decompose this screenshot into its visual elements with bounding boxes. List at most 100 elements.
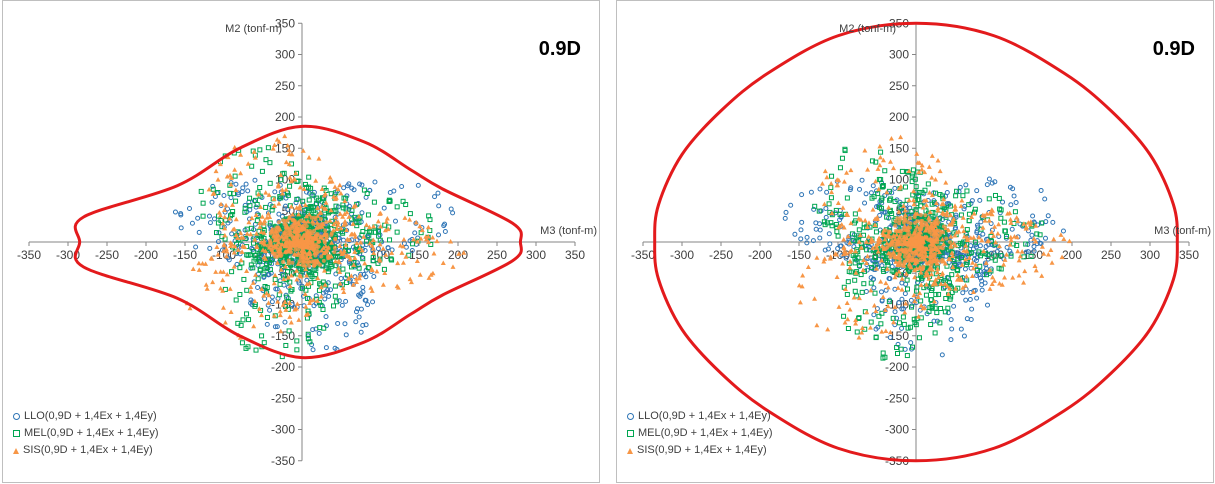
data-point [222,225,228,231]
data-point [972,206,978,212]
data-point [346,203,352,209]
data-point [276,220,281,225]
data-point [869,265,875,271]
data-point [903,281,909,287]
data-point [878,321,884,327]
data-point [228,195,234,201]
data-point [272,324,278,330]
data-point [1014,215,1020,220]
data-point [868,319,874,325]
data-point [232,144,238,150]
data-point [929,247,934,252]
data-point [407,217,413,222]
data-point [372,179,378,185]
data-point [858,245,864,250]
data-point [902,216,907,221]
data-point [1002,228,1008,234]
data-point [951,303,957,309]
data-point [415,182,421,188]
series-triangle-points [184,133,467,340]
data-point [924,226,929,231]
data-point [263,190,269,195]
data-point [368,229,374,235]
data-point [989,211,995,217]
data-point [233,216,239,222]
data-point [380,246,386,251]
data-point [859,325,865,331]
data-point [993,253,999,259]
data-point [979,287,985,293]
data-point [845,233,851,239]
data-point [352,255,358,260]
data-point [945,251,950,256]
data-point [300,213,305,218]
data-point [350,282,356,287]
data-point [377,241,383,247]
data-point [233,198,239,204]
data-point [1039,244,1045,249]
data-point [232,167,238,172]
data-point [334,226,340,231]
data-point [901,248,906,253]
data-point [288,288,294,294]
x-tick-label: -250 [95,248,119,262]
data-point [877,162,883,168]
data-point [244,268,250,274]
data-point [338,275,344,281]
data-point [921,237,926,242]
data-point [1016,273,1022,278]
data-point [381,205,387,211]
data-point [285,143,291,148]
y-tick-label: -300 [885,423,909,437]
data-point [947,285,953,291]
data-point [814,322,820,328]
data-point [1023,249,1029,255]
data-point [935,269,941,275]
data-point [950,253,956,259]
data-point [278,177,284,183]
data-point [943,225,949,231]
data-point [266,192,272,197]
data-point [810,238,816,244]
data-point [306,249,312,254]
data-point [943,180,949,185]
data-point [986,196,992,202]
data-point [228,181,234,187]
data-point [961,206,967,212]
data-point [318,284,324,290]
data-point [345,247,351,253]
data-point [902,184,908,190]
data-point [279,191,285,196]
data-point [391,188,397,194]
data-point [285,192,291,198]
data-point [827,256,833,261]
data-point [1021,221,1027,226]
data-point [941,196,947,202]
data-point [423,234,429,239]
data-point [307,263,312,268]
data-point [261,293,267,298]
data-point [222,232,228,238]
data-point [966,255,972,260]
data-point [317,225,322,230]
data-point [989,207,995,212]
data-point [338,249,344,254]
data-point [912,215,917,220]
data-point [900,314,906,320]
data-point [916,247,921,252]
data-point [902,254,907,259]
data-point [834,274,840,280]
legend-item-sis: SIS(0,9D + 1,4Ex + 1,4Ey) [627,442,773,459]
data-point [871,285,877,291]
data-point [305,295,311,301]
data-point [878,279,884,284]
data-point [799,192,805,198]
data-point [869,265,875,271]
data-point [980,231,986,237]
data-point [316,240,321,245]
data-point [902,346,908,352]
data-point [953,193,959,199]
data-point [898,233,903,238]
data-point [358,306,364,312]
data-point [869,158,875,164]
